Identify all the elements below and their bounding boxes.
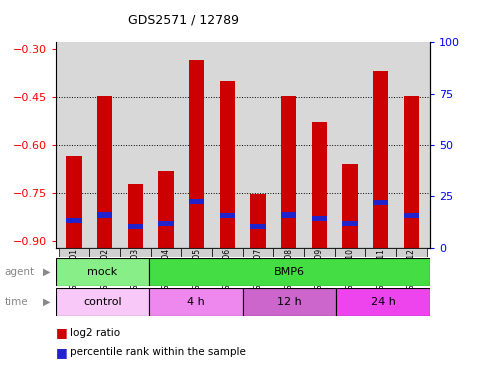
Text: GSM110209: GSM110209 [315,248,324,294]
Bar [396,248,427,257]
Bar [56,288,149,316]
Text: 4 h: 4 h [187,297,205,307]
Bar [120,248,151,257]
Text: agent: agent [5,267,35,277]
Bar [220,213,235,218]
Bar [335,248,366,257]
Text: GSM110205: GSM110205 [192,248,201,294]
Bar [281,212,297,217]
Bar [56,258,149,286]
Text: GSM110206: GSM110206 [223,248,232,294]
Bar [220,81,235,248]
Bar [149,288,242,316]
Text: GSM110208: GSM110208 [284,248,293,294]
Bar [366,248,396,257]
Text: GSM110210: GSM110210 [346,248,355,294]
Bar [151,248,181,257]
Text: 24 h: 24 h [370,297,396,307]
Bar [373,200,388,205]
Bar [66,156,82,248]
Text: GSM110201: GSM110201 [70,248,78,294]
Text: ▶: ▶ [43,267,51,277]
Bar [342,221,358,226]
Bar [281,96,297,248]
Bar [242,288,336,316]
Text: GSM110204: GSM110204 [161,248,170,294]
Bar [250,224,266,229]
Text: ■: ■ [56,346,67,359]
Text: GSM110202: GSM110202 [100,248,109,294]
Bar [128,224,143,229]
Text: ■: ■ [56,326,67,339]
Text: percentile rank within the sample: percentile rank within the sample [70,347,246,357]
Bar [250,194,266,248]
Bar [212,248,243,257]
Bar [128,184,143,248]
Text: GSM110211: GSM110211 [376,248,385,294]
Text: GSM110207: GSM110207 [254,248,263,294]
Bar [181,248,212,257]
Text: GDS2571 / 12789: GDS2571 / 12789 [128,13,239,26]
Bar [243,248,273,257]
Bar [149,258,430,286]
Bar [89,248,120,257]
Text: mock: mock [87,267,117,277]
Text: time: time [5,297,28,307]
Bar [97,96,113,248]
Bar [189,199,204,204]
Text: log2 ratio: log2 ratio [70,328,120,338]
Bar [312,216,327,221]
Text: GSM110203: GSM110203 [131,248,140,294]
Bar [273,248,304,257]
Bar [404,213,419,218]
Bar [158,170,174,248]
Bar [97,212,113,217]
Bar [66,218,82,223]
Bar [373,71,388,248]
Bar [336,288,430,316]
Text: control: control [83,297,122,307]
Text: BMP6: BMP6 [274,267,305,277]
Bar [58,248,89,257]
Text: 12 h: 12 h [277,297,302,307]
Bar [404,96,419,248]
Bar [189,60,204,248]
Bar [304,248,335,257]
Bar [312,121,327,248]
Text: GSM110212: GSM110212 [407,248,416,294]
Bar [158,221,174,226]
Text: ▶: ▶ [43,297,51,307]
Bar [342,164,358,248]
